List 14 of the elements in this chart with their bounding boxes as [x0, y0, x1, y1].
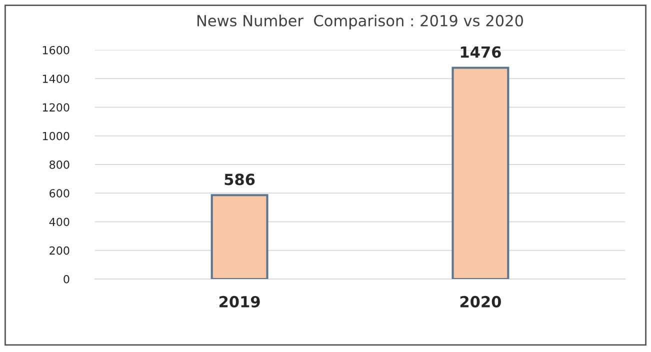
y-tick-label: 0 [64, 274, 70, 284]
x-tick-label: 2020 [460, 296, 501, 308]
data-label: 1476 [460, 46, 501, 58]
y-tick-label: 200 [50, 246, 70, 255]
y-tick-label: 400 [49, 218, 70, 226]
y-tick-label: 1400 [42, 74, 70, 84]
data-label: 586 [224, 174, 255, 186]
y-tick-label: 1000 [42, 132, 70, 140]
y-tick-label: 1200 [42, 103, 70, 112]
y-tick-label: 1600 [42, 46, 70, 54]
y-tick-label: 800 [50, 160, 70, 169]
y-tick-label: 600 [50, 189, 70, 198]
x-tick-label: 2019 [219, 296, 260, 308]
chart-title: News Number Comparison : 2019 vs 2020 [197, 14, 524, 30]
